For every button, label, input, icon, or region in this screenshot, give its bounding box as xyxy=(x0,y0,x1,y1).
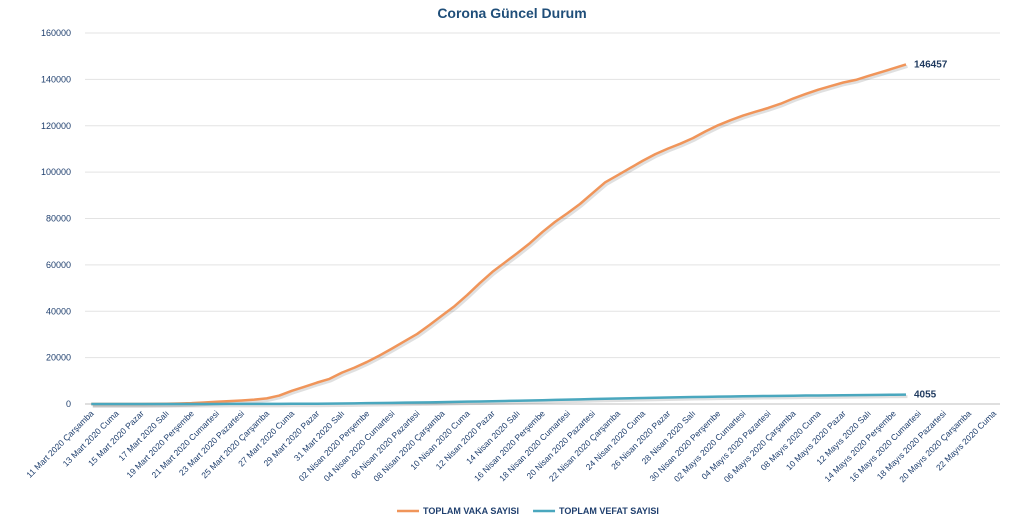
series-line xyxy=(91,63,907,406)
series-line xyxy=(91,393,907,406)
y-tick-label: 0 xyxy=(66,399,71,409)
chart-title: Corona Güncel Durum xyxy=(437,5,586,21)
end-value-label: 146457 xyxy=(914,59,948,70)
y-tick-label: 80000 xyxy=(46,214,71,224)
end-value-label: 4055 xyxy=(914,390,937,401)
y-tick-label: 160000 xyxy=(41,28,71,38)
y-tick-label: 40000 xyxy=(46,306,71,316)
y-tick-label: 140000 xyxy=(41,74,71,84)
y-tick-label: 100000 xyxy=(41,167,71,177)
legend-label: TOPLAM VAKA SAYISI xyxy=(423,506,519,516)
series-line-shadow xyxy=(92,395,908,408)
y-tick-label: 60000 xyxy=(46,260,71,270)
legend-label: TOPLAM VEFAT SAYISI xyxy=(559,506,659,516)
series-line-shadow xyxy=(92,64,908,408)
y-tick-label: 120000 xyxy=(41,121,71,131)
y-tick-label: 20000 xyxy=(46,353,71,363)
